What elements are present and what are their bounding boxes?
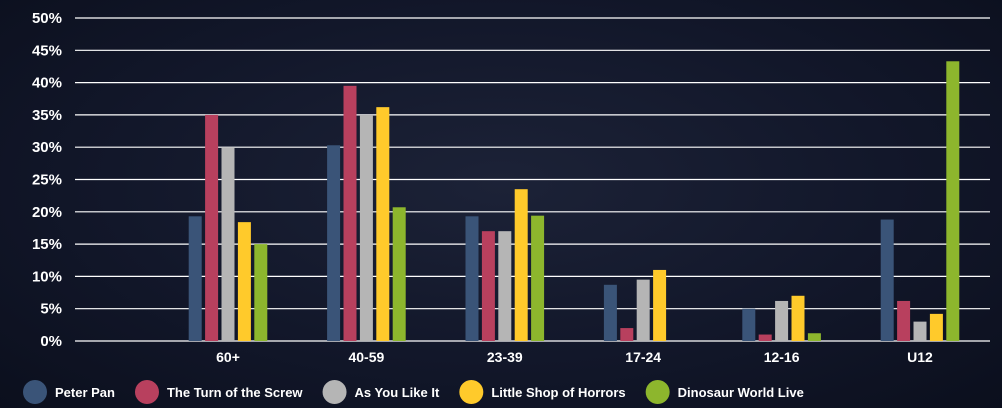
x-category-label: U12 <box>907 349 933 365</box>
bar-peter-pan-17-24 <box>603 284 617 341</box>
bar-little-shop-of-horrors-60- <box>237 222 251 341</box>
legend-swatch <box>322 380 347 404</box>
bar-dinosaur-world-live-u12 <box>946 61 960 341</box>
legend-swatch <box>134 380 159 404</box>
bar-peter-pan-u12 <box>880 219 894 341</box>
bar-as-you-like-it-12-16 <box>775 300 789 341</box>
x-category-label: 23-39 <box>487 349 523 365</box>
bar-as-you-like-it-23-39 <box>498 231 512 341</box>
bars <box>188 61 960 342</box>
bar-peter-pan-60- <box>188 216 202 341</box>
y-tick-label: 0% <box>40 333 62 350</box>
bar-little-shop-of-horrors-17-24 <box>653 269 667 341</box>
legend-swatch <box>23 380 47 404</box>
legend-label: Peter Pan <box>55 385 115 400</box>
y-tick-label: 15% <box>32 236 62 253</box>
y-tick-label: 40% <box>32 75 62 92</box>
bar-as-you-like-it-60- <box>221 147 235 341</box>
x-category-label: 40-59 <box>348 349 384 365</box>
bar-as-you-like-it-u12 <box>913 321 927 341</box>
x-category-label: 12-16 <box>764 349 800 365</box>
bar-dinosaur-world-live-60- <box>254 244 268 341</box>
x-category-label: 17-24 <box>625 349 661 365</box>
bar-little-shop-of-horrors-23-39 <box>514 189 528 341</box>
y-tick-label: 50% <box>32 10 62 27</box>
bar-as-you-like-it-17-24 <box>636 279 650 341</box>
x-category-label: 60+ <box>216 349 240 365</box>
bar-the-turn-of-the-screw-23-39 <box>481 231 495 341</box>
legend-label: The Turn of the Screw <box>167 385 303 400</box>
y-tick-label: 25% <box>32 172 62 189</box>
legend-swatch <box>645 380 670 404</box>
bar-the-turn-of-the-screw-u12 <box>897 300 911 341</box>
bar-peter-pan-23-39 <box>465 216 479 341</box>
bar-the-turn-of-the-screw-17-24 <box>620 328 634 341</box>
y-tick-label: 45% <box>32 42 62 59</box>
y-tick-label: 30% <box>32 139 62 156</box>
legend-label: Dinosaur World Live <box>678 385 804 400</box>
y-axis-ticks: 0% 5% 10% 15% 20% 25% 30% 35% 40% 45% 50% <box>32 10 62 350</box>
bar-little-shop-of-horrors-12-16 <box>791 295 805 341</box>
bar-the-turn-of-the-screw-60- <box>205 114 219 342</box>
bar-the-turn-of-the-screw-12-16 <box>758 334 772 341</box>
bar-peter-pan-12-16 <box>742 308 756 341</box>
bar-dinosaur-world-live-23-39 <box>531 215 545 341</box>
y-tick-label: 5% <box>40 301 62 318</box>
bar-little-shop-of-horrors-40-59 <box>376 107 390 341</box>
bar-dinosaur-world-live-12-16 <box>807 333 821 341</box>
bar-the-turn-of-the-screw-40-59 <box>343 85 357 341</box>
y-tick-label: 10% <box>32 268 62 285</box>
legend-label: Little Shop of Horrors <box>491 385 625 400</box>
y-tick-label: 20% <box>32 204 62 221</box>
legend: Peter Pan The Turn of the Screw As You Lik… <box>23 380 804 404</box>
bar-dinosaur-world-live-40-59 <box>392 207 406 341</box>
bar-as-you-like-it-40-59 <box>359 114 373 342</box>
bar-little-shop-of-horrors-u12 <box>929 313 943 341</box>
x-axis-labels: 60+ 40-59 23-39 17-24 12-16 U12 <box>216 349 933 365</box>
y-tick-label: 35% <box>32 107 62 124</box>
bar-peter-pan-40-59 <box>327 145 341 341</box>
legend-swatch <box>459 380 484 404</box>
legend-label: As You Like It <box>355 385 440 400</box>
